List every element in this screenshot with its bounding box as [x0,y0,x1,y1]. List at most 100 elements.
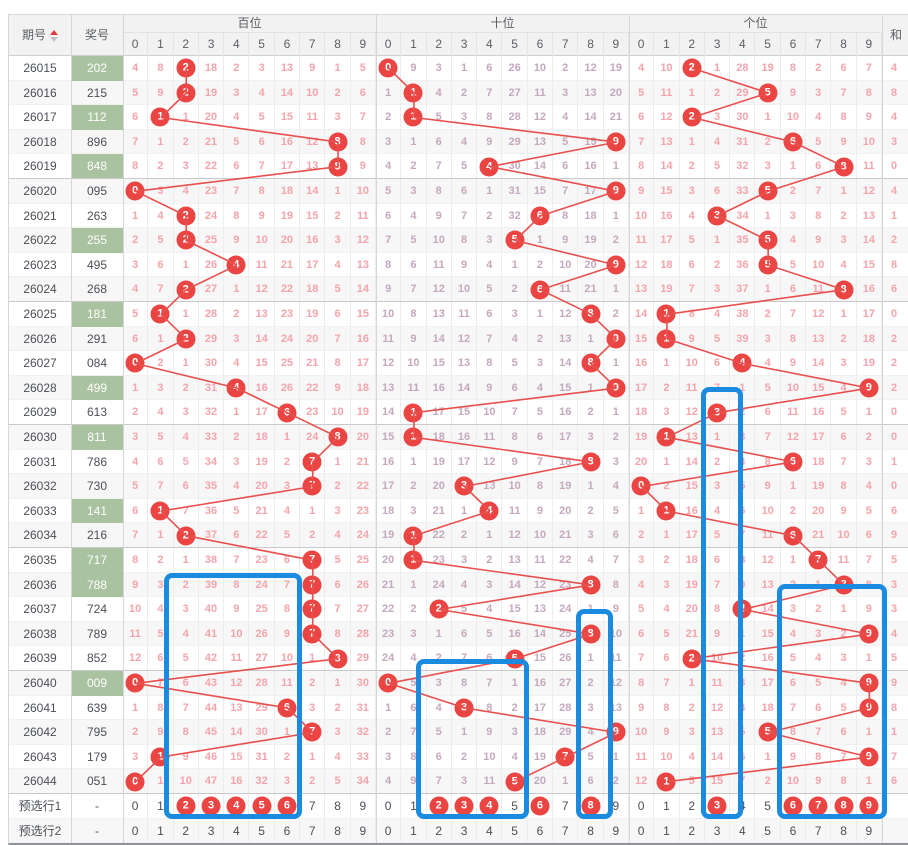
miss-cell-ge-1: 10 [654,744,680,770]
hit-ball: 1 [656,772,676,792]
miss-cell-shi-9: 2 [604,302,629,327]
prize-cell: 852 [86,651,108,666]
hit-ball: 5 [758,722,778,742]
miss-cell-ge-5: 5 [756,818,781,844]
miss-cell-ge-7: 14 [806,351,832,376]
period-cell: 26038 [23,626,57,641]
miss-cell-bai-9: 30 [351,671,376,696]
miss-cell-ge-0: 20 [629,449,655,475]
miss-cell-ge-1: 5 [654,621,680,647]
miss-cell-ge-5: 10 [756,498,781,524]
miss-cell-bai-7: 7 [300,818,326,844]
hit-cell-ge-5: 5 [756,228,781,253]
miss-cell-bai-7: 24 [300,425,326,450]
sum-cell: 6 [891,775,898,788]
miss-cell-ge-5: 4 [756,351,781,376]
hit-ball: 1 [656,427,676,447]
miss-cell-shi-1: 4 [401,203,427,229]
draw-row-26021: 26021 263 1 4 2 24 8 9 19 15 2 11 6 4 9 7 2 32 6 8 18 1 10 16 4 3… [9,203,908,229]
hit-cell-shi-0: 0 [376,56,402,81]
period-cell: 26019 [23,159,57,174]
sort-control[interactable] [50,29,58,42]
miss-cell-shi-7: 7 [553,794,579,819]
miss-cell-bai-0: 5 [123,80,149,106]
miss-cell-bai-0: 1 [123,695,149,721]
prize-cell: 499 [71,375,123,401]
period-cell: 26040 [23,676,57,690]
group-divider [882,15,883,843]
sort-desc-icon[interactable] [50,36,58,42]
miss-cell-bai-8: 1 [325,179,351,204]
highlight-box [164,573,302,819]
miss-cell-shi-6: 5 [528,400,554,425]
miss-cell-ge-9: 9 [857,818,882,844]
miss-cell-shi-3: 2 [452,523,478,548]
miss-cell-bai-0: 8 [123,548,149,573]
hit-ball: 1 [656,329,676,349]
digit-header-bai-0: 0 [123,32,149,56]
digit-header-bai-3: 3 [199,32,225,56]
miss-cell-bai-6: 6 [275,818,301,844]
miss-cell-shi-8: 2 [578,400,604,425]
miss-cell-ge-5: 1 [756,105,781,130]
miss-cell-shi-7: 20 [553,498,579,524]
miss-cell-shi-7: 17 [553,425,579,450]
miss-cell-bai-9: 14 [351,277,376,302]
miss-cell-bai-2: 4 [174,179,199,204]
miss-cell-bai-3: 33 [199,425,225,450]
draw-row-26024: 26024 268 4 7 2 27 1 12 22 18 5 14 9 7 12 10 5 2 6 11 21 1 13 1… [9,277,908,302]
miss-cell-ge-3: 3 [705,818,731,844]
period-cell: 26028 [23,380,57,395]
miss-cell-bai-5: 3 [250,56,275,81]
miss-cell-bai-1: 2 [148,548,174,573]
sort-asc-icon[interactable] [50,29,58,35]
miss-cell-bai-8: 4 [325,744,351,770]
miss-cell-bai-6: 2 [275,449,301,475]
miss-cell-ge-4: 33 [730,179,756,204]
miss-cell-shi-3: 9 [452,252,478,278]
draw-row-26037: 26037 724 10 4 3 40 9 25 8 7 7 27 22 2 2 5 4 15 13 24 1 9 5 4 20… [9,597,908,622]
hit-cell-bai-8: 8 [325,154,351,179]
hit-cell-bai-0: 0 [123,351,149,376]
miss-cell-bai-5: 10 [250,228,275,253]
miss-cell-ge-5: 2 [756,129,781,155]
miss-cell-ge-3: 2 [705,80,731,106]
miss-cell-shi-3: 7 [452,203,478,229]
miss-cell-shi-9: 1 [604,400,629,425]
miss-cell-bai-0: 11 [123,621,149,647]
hit-cell-shi-2: 2 [427,794,452,819]
miss-cell-bai-9: 23 [351,498,376,524]
hit-ball: 7 [555,747,575,767]
miss-cell-ge-4: 30 [730,105,756,130]
hit-cell-shi-4: 4 [477,154,503,179]
prize-cell: 179 [86,749,108,764]
miss-cell-shi-0: 13 [376,375,402,401]
hit-cell-bai-8: 8 [325,129,351,155]
miss-cell-bai-7: 11 [300,105,326,130]
miss-cell-bai-6: 23 [275,302,301,327]
hit-ball: 0 [378,58,398,78]
miss-cell-shi-5: 30 [503,154,528,179]
miss-cell-shi-4: 10 [477,744,503,770]
miss-cell-shi-6: 8 [528,474,554,499]
miss-cell-bai-4: 4 [224,474,250,499]
miss-cell-shi-7: 12 [553,302,579,327]
miss-cell-bai-2: 4 [174,425,199,450]
digit-header-bai-2: 2 [174,32,199,56]
miss-cell-ge-9: 4 [857,474,882,499]
miss-cell-shi-5: 16 [503,621,528,647]
miss-cell-bai-7: 3 [300,695,326,721]
miss-cell-ge-9: 7 [857,548,882,573]
miss-cell-bai-2: 1 [174,252,199,278]
miss-cell-shi-3: 14 [452,375,478,401]
miss-cell-shi-0: 2 [376,720,402,745]
miss-cell-shi-1: 2 [401,154,427,179]
hit-ball: 4 [226,796,246,816]
miss-cell-bai-4: 4 [224,105,250,130]
period-column-header[interactable]: 期号 [9,15,71,56]
prize-cell: 639 [86,700,108,715]
miss-cell-bai-2: 7 [174,498,199,524]
miss-cell-ge-0: 6 [629,621,655,647]
miss-cell-shi-0: 10 [376,302,402,327]
